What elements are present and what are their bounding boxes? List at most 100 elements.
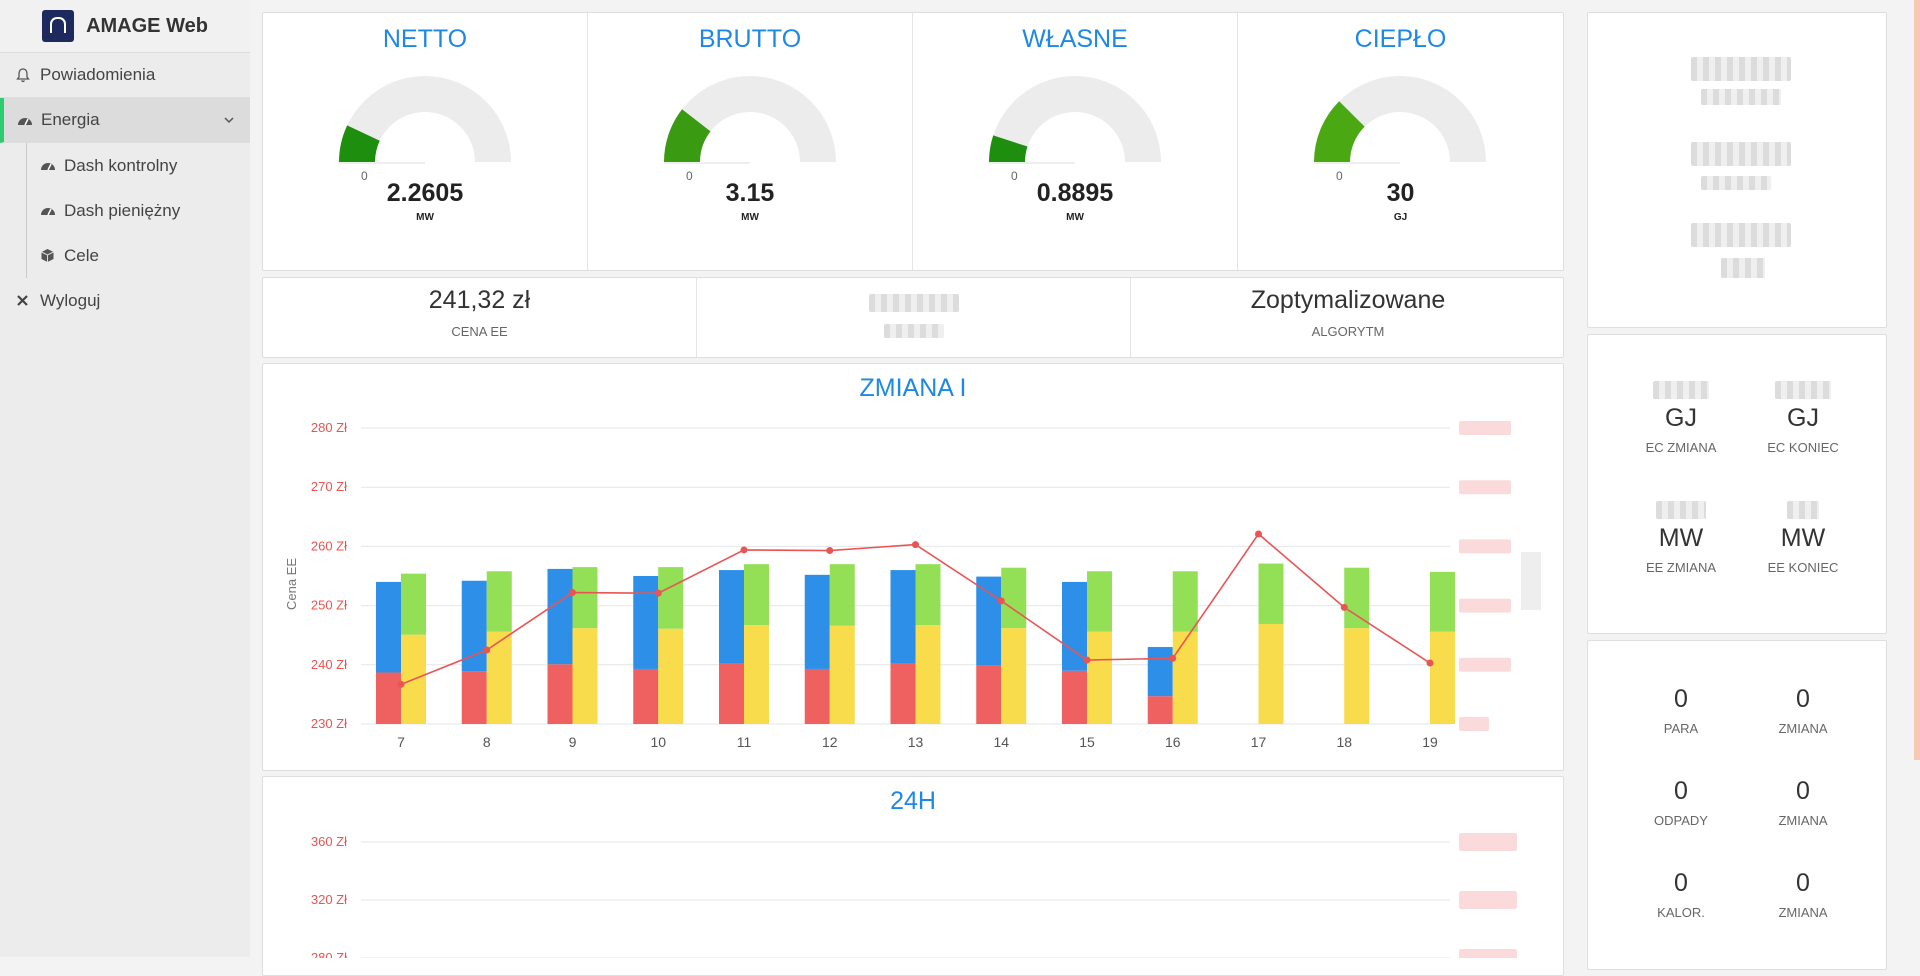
bar-segment-red	[1147, 696, 1173, 724]
bar-segment-green	[1001, 567, 1027, 629]
stat-label: PARA	[1663, 721, 1699, 736]
redacted-value	[697, 286, 1130, 316]
bar-segment-blue	[890, 570, 916, 664]
algorithm-value: Zoptymalizowane	[1250, 286, 1446, 314]
x-tick-label: 10	[650, 734, 666, 750]
gauge-arc	[989, 76, 1161, 164]
x-tick-label: 7	[397, 734, 405, 750]
right-mid-panel: GJ EC ZMIANA GJ EC KONIEC MW EE ZMIANA M…	[1587, 334, 1887, 634]
info-price: 241,32 zł CENA EE	[263, 278, 697, 357]
bar-segment-red	[890, 663, 916, 724]
bar-segment-green	[1430, 571, 1455, 632]
sidebar-item-label: Dash kontrolny	[64, 155, 178, 175]
bar-segment-red	[547, 664, 573, 724]
stat-value: 0	[1796, 869, 1810, 897]
gauge-value: 3.15	[725, 179, 775, 207]
redacted-label	[697, 324, 1130, 341]
y-tick-label: 270 Zł	[311, 479, 347, 494]
sidebar-nav: Powiadomienia Energia Dash kontrolny	[0, 53, 250, 323]
redacted-right-tick	[1459, 598, 1511, 613]
gauge-track	[1314, 76, 1486, 162]
redacted-block	[1691, 223, 1791, 252]
sidebar-item-dash-control[interactable]: Dash kontrolny	[0, 143, 250, 188]
bar-segment-blue	[976, 576, 1002, 666]
bar-segment-green	[744, 564, 769, 626]
bar-segment-green	[401, 573, 426, 635]
gauge-min-label: 0	[361, 169, 368, 183]
y-tick-label: 230 Zł	[311, 716, 347, 731]
bar-segment-yellow	[915, 625, 941, 724]
bar-segment-green	[1344, 567, 1370, 629]
price-point	[397, 680, 405, 688]
gauge-cieplo: CIEPŁO 0 30 GJ	[1238, 13, 1563, 270]
chart-title: 24H	[890, 787, 936, 815]
stat-label: EE KONIEC	[1767, 560, 1839, 575]
sidebar-item-label: Wyloguj	[40, 290, 101, 310]
gauge-fill	[989, 135, 1028, 162]
sidebar-item-label: Dash pieniężny	[64, 200, 181, 220]
bar-segment-blue	[1062, 581, 1087, 671]
stat-label: ZMIANA	[1778, 905, 1828, 920]
price-point	[826, 547, 834, 555]
redacted-right-tick	[1459, 717, 1489, 731]
price-point	[1255, 530, 1262, 538]
gauge-track	[339, 76, 511, 162]
redacted-block	[1701, 176, 1771, 195]
sidebar-item-goals[interactable]: Cele	[0, 233, 250, 278]
sidebar-item-notifications[interactable]: Powiadomienia	[0, 53, 250, 98]
sidebar-item-dash-money[interactable]: Dash pieniężny	[0, 188, 250, 233]
sidebar-item-logout[interactable]: Wyloguj	[0, 278, 250, 323]
sidebar-submenu-energy: Dash kontrolny Dash pieniężny Cele	[0, 143, 250, 278]
gauge-track	[989, 76, 1161, 162]
scrollbar-thumb[interactable]	[1914, 0, 1920, 760]
bar-segment-green	[915, 564, 941, 626]
gauge-arc	[664, 76, 836, 164]
stat-odpady-change: 0 ZMIANA	[1743, 777, 1863, 828]
chart-24h-panel: 24H 360 Zł 320 Zł 280 Zł	[262, 776, 1564, 976]
redacted-right-tick	[1459, 657, 1511, 672]
stat-value: MW	[1780, 524, 1826, 552]
bar-segment-yellow	[658, 628, 684, 724]
price-point	[997, 597, 1005, 605]
stat-value: 0	[1674, 685, 1688, 713]
price-point	[740, 546, 748, 554]
stat-label: ODPADY	[1654, 813, 1708, 828]
bar-segment-blue	[1147, 647, 1173, 697]
bar-segment-red	[719, 663, 744, 724]
gauge-value: 0.8895	[1036, 179, 1114, 207]
y-tick-label: 250 Zł	[311, 598, 347, 613]
stat-label: EE ZMIANA	[1645, 560, 1717, 575]
bar-segment-yellow	[572, 628, 598, 724]
redacted-right-tick	[1459, 949, 1517, 958]
stat-label: KALOR.	[1657, 905, 1705, 920]
dashboard-icon	[40, 204, 64, 217]
gauge-min-label: 0	[686, 169, 693, 183]
bar-segment-green	[658, 567, 684, 629]
price-point	[1169, 654, 1177, 662]
gauge-fill	[664, 109, 711, 162]
page-scrollbar[interactable]	[1914, 0, 1920, 957]
price-point	[483, 646, 491, 654]
stat-kalor: 0 KALOR.	[1621, 869, 1741, 920]
gauge-value: 2.2605	[386, 179, 464, 207]
bar-segment-blue	[461, 580, 487, 672]
gauge-wlasne: WŁASNE 0 0.8895 MW	[913, 13, 1238, 270]
y-tick-label: 360 Zł	[311, 834, 347, 849]
sidebar-item-energy[interactable]: Energia	[0, 98, 250, 143]
y-tick-label: 240 Zł	[311, 657, 347, 672]
redacted-right-tick	[1459, 539, 1511, 554]
sidebar: AMAGE Web Powiadomienia Energia Dash kon…	[0, 0, 250, 957]
bar-segment-green	[1258, 563, 1284, 624]
redacted-block	[1691, 142, 1791, 171]
chart-shift: 230 Zł 240 Zł 250 Zł 260 Zł 270 Zł 280 Zł Cena…	[284, 420, 1541, 750]
stat-para-change: 0 ZMIANA	[1743, 685, 1863, 736]
bar-segment-yellow	[1430, 631, 1455, 724]
stat-para: 0 PARA	[1621, 685, 1741, 736]
bar-segment-red	[804, 668, 830, 724]
brand[interactable]: AMAGE Web	[0, 0, 250, 53]
bar-segment-yellow	[1344, 628, 1370, 724]
y-axis-label: Cena EE	[284, 558, 299, 610]
stat-value: GJ	[1665, 404, 1697, 432]
price-point	[1083, 656, 1091, 664]
sidebar-item-label: Powiadomienia	[40, 65, 156, 84]
